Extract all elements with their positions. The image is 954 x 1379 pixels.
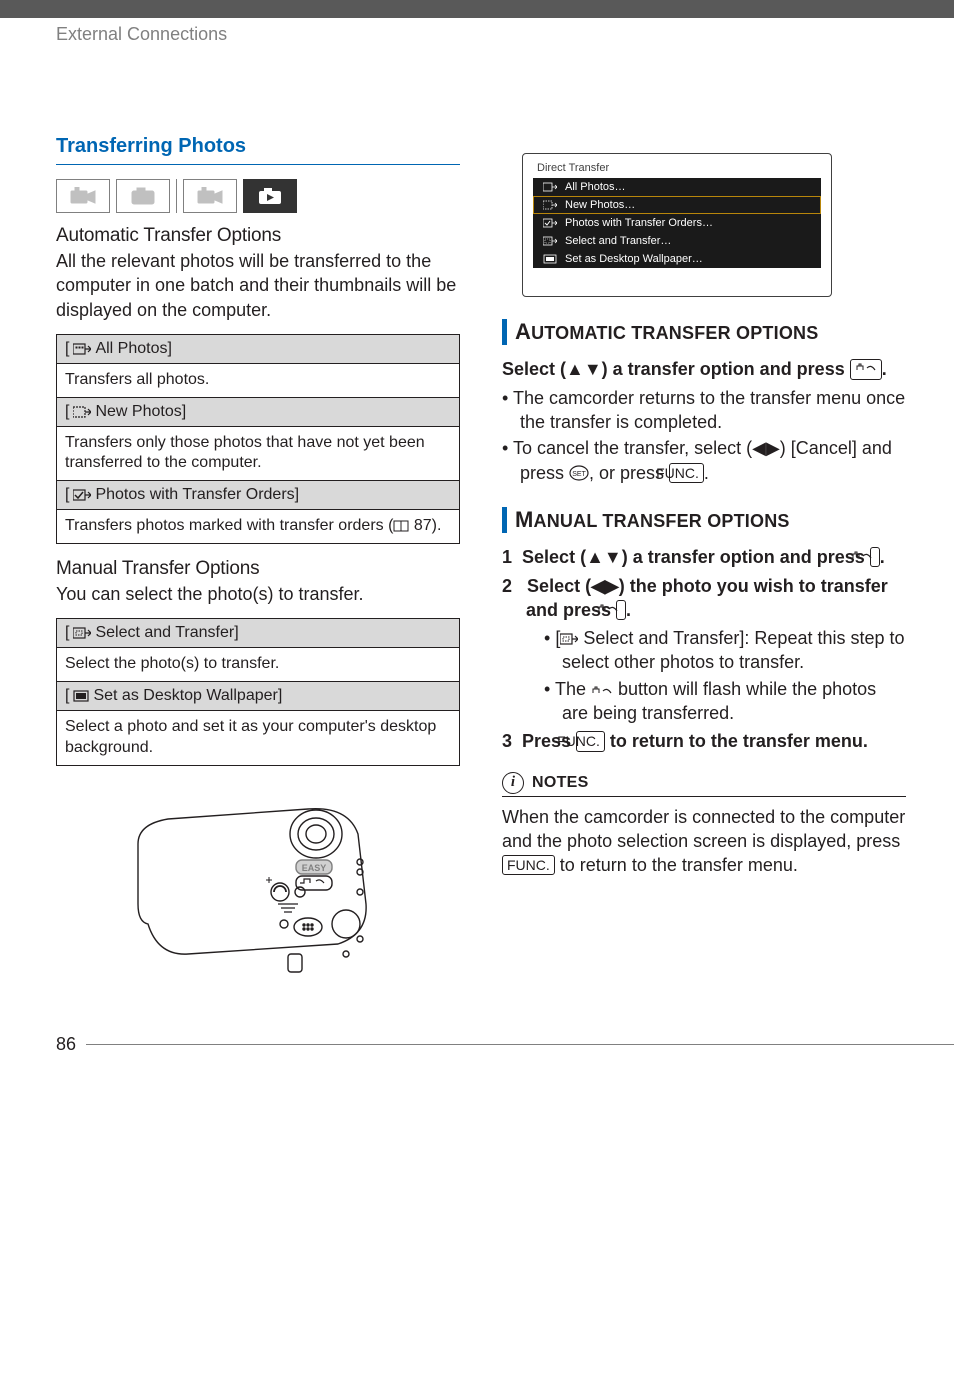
table-head-text: Set as Desktop Wallpaper]	[93, 687, 282, 705]
mode-strip	[56, 179, 460, 213]
svg-text:EASY: EASY	[302, 863, 327, 873]
menu-item: All Photos…	[533, 178, 821, 196]
table-head-text: Photos with Transfer Orders]	[95, 486, 299, 504]
new-photos-icon	[73, 405, 91, 419]
list-item: To cancel the transfer, select (◀▶) [Can…	[502, 436, 906, 485]
menu-select-icon	[543, 236, 557, 247]
transfer-orders-icon	[73, 488, 91, 502]
info-icon: i	[502, 772, 524, 794]
top-bar	[0, 0, 954, 18]
print-share-icon	[591, 685, 613, 697]
sub-list-item: The button will flash while the photos a…	[526, 677, 906, 726]
table-row-head: [ All Photos]	[57, 335, 459, 364]
table-row-body: Transfers only those photos that have no…	[57, 427, 459, 481]
menu-item-selected: New Photos…	[533, 196, 821, 214]
auto-bullets: The camcorder returns to the transfer me…	[502, 386, 906, 485]
auto-heading: Automatic Transfer Options	[56, 225, 460, 247]
content-columns: Transferring Photos Automatic Transfer O…	[0, 45, 954, 974]
func-button: FUNC.	[502, 855, 555, 875]
table-head-text: All Photos]	[95, 340, 171, 358]
up-down-icon: ▲▼	[586, 547, 622, 567]
up-down-icon: ▲▼	[566, 359, 602, 379]
table-row-head: [ Photos with Transfer Orders]	[57, 480, 459, 510]
table-head-text: Select and Transfer]	[95, 624, 238, 642]
table-row-body: Transfers photos marked with transfer or…	[57, 510, 459, 543]
step-item: Press FUNC. to return to the transfer me…	[502, 729, 906, 753]
footer-rule	[86, 1044, 954, 1045]
menu-screenshot: Direct Transfer All Photos… New Photos… …	[522, 153, 832, 297]
manual-transfer-heading: MANUAL TRANSFER OPTIONS	[502, 507, 906, 533]
select-instruction: Select (▲▼) a transfer option and press …	[502, 357, 906, 381]
right-column: Direct Transfer All Photos… New Photos… …	[502, 135, 906, 974]
notes-label: NOTES	[532, 774, 589, 792]
page-footer: 86	[0, 974, 954, 1079]
select-transfer-icon	[73, 626, 91, 640]
page-ref-icon	[393, 520, 409, 532]
table-row-head: [ Set as Desktop Wallpaper]	[57, 681, 459, 711]
manual-steps: Select (▲▼) a transfer option and press …	[502, 545, 906, 753]
left-right-icon: ◀▶	[752, 438, 780, 458]
mode-video-icon	[56, 179, 110, 213]
table-row-body: Select a photo and set it as your comput…	[57, 711, 459, 765]
menu-item: Photos with Transfer Orders…	[533, 214, 821, 232]
notes-body: When the camcorder is connected to the c…	[502, 805, 906, 878]
func-button: FUNC.	[669, 463, 704, 483]
section-title: Transferring Photos	[56, 135, 460, 165]
table-row-head: [ New Photos]	[57, 397, 459, 427]
auto-options-table: [ All Photos] Transfers all photos. [ Ne…	[56, 334, 460, 544]
left-column: Transferring Photos Automatic Transfer O…	[56, 135, 460, 974]
menu-title: Direct Transfer	[533, 162, 821, 174]
mode-photo-icon	[116, 179, 170, 213]
left-right-icon: ◀▶	[591, 576, 619, 596]
menu-wallpaper-icon	[543, 254, 557, 265]
list-item: The camcorder returns to the transfer me…	[502, 386, 906, 435]
menu-orders-icon	[543, 218, 557, 229]
menu-item: Select and Transfer…	[533, 232, 821, 250]
menu-item: Set as Desktop Wallpaper…	[533, 250, 821, 268]
auto-body: All the relevant photos will be transfer…	[56, 249, 460, 322]
manual-options-table: [ Select and Transfer] Select the photo(…	[56, 618, 460, 765]
manual-heading: Manual Transfer Options	[56, 558, 460, 580]
print-share-button-icon	[850, 359, 882, 379]
table-head-text: New Photos]	[95, 403, 186, 421]
table-row-body: Select the photo(s) to transfer.	[57, 648, 459, 681]
automatic-transfer-heading: AUTOMATIC TRANSFER OPTIONS	[502, 319, 906, 345]
table-row-head: [ Select and Transfer]	[57, 619, 459, 648]
header-section-label: External Connections	[0, 18, 954, 45]
manual-body: You can select the photo(s) to transfer.	[56, 582, 460, 606]
notes-heading: i NOTES	[502, 772, 906, 797]
step-item: Select (▲▼) a transfer option and press …	[502, 545, 906, 569]
table-row-body: Transfers all photos.	[57, 364, 459, 397]
step-item: Select (◀▶) the photo you wish to transf…	[502, 574, 906, 726]
camera-illustration: EASY	[128, 784, 388, 974]
all-photos-icon	[73, 342, 91, 356]
menu-all-icon	[543, 182, 557, 193]
func-button: FUNC.	[576, 731, 605, 751]
sub-list-item: [ Select and Transfer]: Repeat this step…	[526, 626, 906, 675]
page-number: 86	[56, 1034, 76, 1055]
mode-video-play-icon	[183, 179, 237, 213]
menu-new-icon	[543, 200, 557, 211]
print-share-button-icon	[616, 600, 626, 620]
print-share-button-icon	[870, 547, 880, 567]
wallpaper-icon	[73, 690, 89, 702]
mode-photo-play-icon	[243, 179, 297, 213]
select-transfer-icon	[560, 632, 578, 646]
svg-text:SET: SET	[572, 471, 586, 478]
set-button-icon: SET	[569, 465, 589, 481]
mode-separator	[176, 179, 177, 213]
